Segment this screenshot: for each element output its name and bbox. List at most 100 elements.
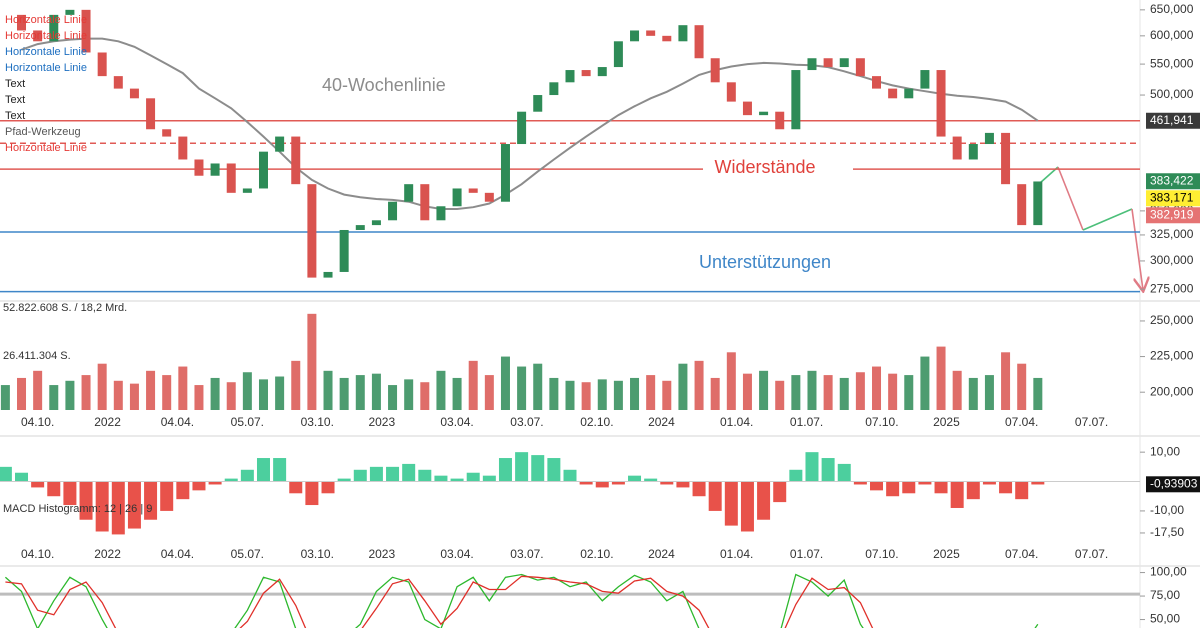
candle	[97, 52, 107, 77]
candle	[339, 229, 349, 272]
volume-bar	[646, 375, 656, 410]
candle	[968, 144, 978, 160]
histogram-bar	[837, 463, 851, 482]
y-tick-label: 250,000	[1150, 313, 1194, 327]
histogram-bar	[127, 481, 141, 529]
histogram-bar	[337, 478, 351, 482]
drawing-tool-entry: Pfad-Werkzeug	[5, 126, 81, 138]
volume-bar	[952, 370, 962, 410]
candle	[226, 163, 236, 193]
candle	[210, 163, 220, 176]
price-tag-label: 461,941	[1150, 113, 1194, 127]
volume-bar	[436, 370, 446, 410]
x-tick-label: 07.04.	[1005, 547, 1038, 561]
candle	[178, 136, 188, 160]
x-tick-label: 2023	[368, 415, 395, 429]
candle	[597, 67, 607, 77]
candle	[920, 70, 930, 89]
drawing-tool-entry: Text	[5, 78, 25, 90]
histogram-bar	[144, 481, 158, 520]
histogram-bar	[531, 455, 545, 482]
volume-bar	[17, 377, 27, 410]
x-tick-label: 04.10.	[21, 547, 54, 561]
price-tag-label: 382,919	[1150, 207, 1194, 221]
annotation: Widerstände	[714, 157, 815, 177]
price-tag-label: -0,93903	[1150, 476, 1198, 490]
volume-bar	[613, 380, 623, 410]
histogram-bar	[482, 475, 496, 482]
candle	[581, 70, 591, 77]
volume-bar	[484, 375, 494, 410]
volume-bar	[759, 370, 769, 410]
histogram-bar	[1015, 481, 1029, 500]
candle	[194, 159, 204, 176]
candle	[936, 70, 946, 137]
volume-bar	[97, 363, 107, 410]
candle	[484, 192, 494, 202]
candle	[517, 111, 527, 145]
histogram-bar	[321, 481, 335, 494]
volume-bar	[162, 375, 172, 410]
candle	[146, 98, 156, 130]
volume-bar	[807, 370, 817, 410]
histogram-bar	[644, 478, 658, 482]
x-tick-label: 04.10.	[21, 415, 54, 429]
drawing-tool-entry: Text	[5, 94, 25, 106]
volume-bar	[662, 380, 672, 410]
x-tick-label: 05.07.	[231, 415, 264, 429]
candle	[258, 151, 268, 189]
volume-bar	[968, 377, 978, 410]
x-tick-label: 03.07.	[510, 415, 543, 429]
candle	[791, 70, 801, 130]
y-tick-label: -10,00	[1150, 503, 1184, 517]
candle	[904, 88, 914, 99]
volume-bar	[936, 346, 946, 410]
volume-bar	[242, 372, 252, 410]
annotation-bg	[703, 156, 853, 180]
histogram-bar	[773, 481, 787, 503]
volume-bar	[371, 373, 381, 410]
histogram-bar	[240, 469, 254, 482]
volume-bar	[468, 360, 478, 410]
candle	[565, 70, 575, 83]
histogram-bar	[918, 481, 932, 485]
candle	[17, 14, 27, 31]
x-tick-label: 01.07.	[790, 547, 823, 561]
volume-bar	[791, 375, 801, 410]
drawing-tool-entry: Horizontale Linie	[5, 46, 87, 58]
histogram-bar	[999, 481, 1013, 494]
x-tick-label: 07.10.	[865, 547, 898, 561]
histogram-bar	[515, 452, 529, 482]
x-tick-label: 01.04.	[720, 415, 753, 429]
volume-bar	[597, 379, 607, 410]
candle	[888, 88, 898, 99]
histogram-bar	[47, 481, 61, 497]
histogram-bar	[434, 475, 448, 482]
price-tag-label: 383,171	[1150, 190, 1194, 204]
drawing-tool-entry: Horizontale Linie	[5, 142, 87, 154]
volume-bar	[726, 352, 736, 410]
candle	[323, 271, 333, 278]
drawing-tool-entry: Horizontale Linie	[5, 14, 87, 26]
histogram-bar	[224, 478, 238, 482]
volume-bar	[129, 383, 139, 410]
volume-bar	[872, 366, 882, 410]
oscillator-line	[5, 575, 874, 628]
x-tick-label: 01.07.	[790, 415, 823, 429]
volume-bar	[581, 382, 591, 410]
volume-bar	[565, 380, 575, 410]
candle	[823, 58, 833, 68]
candle	[307, 184, 317, 278]
x-tick-label: 03.07.	[510, 547, 543, 561]
price-tag-label: 383,422	[1150, 173, 1194, 187]
histogram-bar	[982, 481, 996, 485]
x-tick-label: 07.04.	[1005, 415, 1038, 429]
price-tag	[1146, 112, 1200, 129]
candle	[420, 184, 430, 221]
volume-bar	[0, 385, 10, 410]
histogram-bar	[692, 481, 706, 497]
histogram-bar	[789, 469, 803, 482]
x-tick-label: 2022	[94, 547, 121, 561]
